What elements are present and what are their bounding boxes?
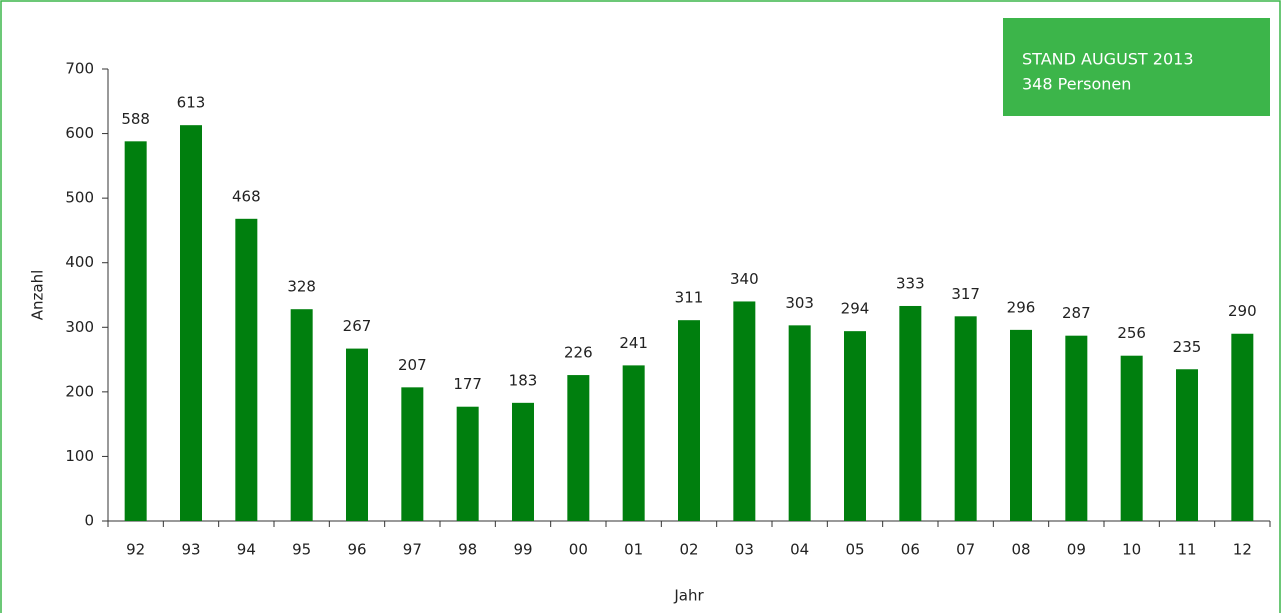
bar [401, 387, 424, 521]
x-tick-label: 99 [513, 541, 532, 559]
y-tick-label: 100 [65, 447, 94, 465]
y-tick-label: 300 [65, 318, 94, 336]
x-tick-label: 11 [1177, 541, 1196, 559]
x-tick-label: 95 [292, 541, 311, 559]
x-tick-label: 02 [679, 541, 698, 559]
data-label: 256 [1117, 324, 1146, 342]
annotation-box [1003, 18, 1270, 116]
bar [512, 402, 534, 521]
data-label: 183 [509, 371, 538, 389]
data-label: 311 [675, 289, 704, 307]
x-tick-label: 93 [181, 541, 200, 559]
bar [1010, 329, 1032, 521]
y-tick-label: 500 [65, 189, 94, 207]
bar [899, 305, 922, 521]
data-label: 613 [177, 94, 206, 112]
y-tick-label: 600 [65, 124, 94, 142]
y-axis-label: Anzahl [29, 270, 47, 321]
bar [1065, 335, 1088, 521]
x-tick-label: 97 [403, 541, 422, 559]
data-label: 287 [1062, 304, 1091, 322]
bar [678, 320, 700, 521]
data-label: 177 [453, 375, 482, 393]
x-tick-label: 92 [126, 541, 145, 559]
data-label: 303 [785, 294, 814, 312]
bar [1176, 369, 1198, 521]
bar [1120, 355, 1143, 521]
x-tick-label: 96 [347, 541, 366, 559]
x-tick-label: 09 [1067, 541, 1086, 559]
x-tick-label: 00 [569, 541, 588, 559]
data-label: 296 [1007, 298, 1036, 316]
bar [788, 325, 811, 521]
x-tick-label: 12 [1233, 541, 1252, 559]
bar [1231, 333, 1254, 521]
x-axis-label: Jahr [673, 587, 704, 605]
annotation: STAND AUGUST 2013 [1022, 50, 1194, 69]
y-tick-label: 0 [84, 512, 94, 530]
x-tick-label: 06 [901, 541, 920, 559]
bar [622, 365, 645, 521]
data-label: 294 [841, 300, 870, 318]
data-label: 317 [951, 285, 980, 303]
x-tick-label: 01 [624, 541, 643, 559]
data-label: 207 [398, 356, 427, 374]
x-tick-label: 94 [237, 541, 256, 559]
bar [567, 375, 590, 521]
x-tick-label: 07 [956, 541, 975, 559]
bar [290, 309, 313, 521]
data-label: 226 [564, 344, 593, 362]
bar [844, 331, 866, 521]
data-label: 340 [730, 270, 759, 288]
bar [235, 218, 258, 521]
y-tick-label: 700 [65, 60, 94, 78]
y-tick-label: 200 [65, 382, 94, 400]
bar [124, 141, 147, 521]
x-tick-label: 98 [458, 541, 477, 559]
bar [733, 301, 756, 521]
data-label: 588 [121, 110, 150, 128]
y-tick-label: 400 [65, 253, 94, 271]
x-tick-label: 03 [735, 541, 754, 559]
data-label: 468 [232, 187, 261, 205]
data-label: 235 [1173, 338, 1202, 356]
data-label: 241 [619, 334, 648, 352]
x-tick-label: 05 [845, 541, 864, 559]
data-label: 333 [896, 274, 925, 292]
bar [180, 125, 202, 522]
bar [954, 316, 977, 521]
data-label: 290 [1228, 302, 1257, 320]
x-tick-label: 04 [790, 541, 809, 559]
x-tick-label: 10 [1122, 541, 1141, 559]
x-tick-label: 08 [1011, 541, 1030, 559]
data-label: 267 [343, 317, 372, 335]
bar [456, 406, 479, 521]
data-label: 328 [287, 278, 316, 296]
annotation: 348 Personen [1022, 75, 1131, 94]
bar [346, 348, 368, 521]
